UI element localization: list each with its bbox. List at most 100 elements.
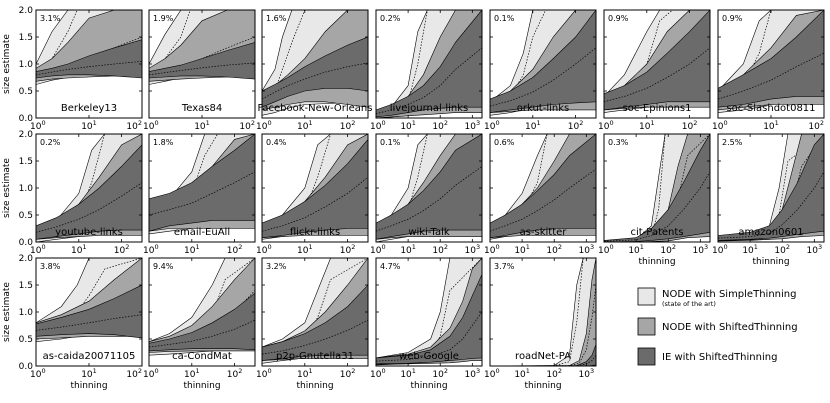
x-tick-label: 101 [184,243,200,256]
panel-percentage: 3.2% [266,262,287,271]
x-tick-label: 102 [227,367,243,380]
x-tick-label: 101 [400,367,416,380]
y-tick-label: 1.0 [19,184,34,194]
panel-roadnet-pa: 100 101 102 103 thinning 3.7% roadNet-PA [484,257,597,391]
x-tick-label: 102 [660,243,676,256]
panel-percentage: 0.1% [380,138,401,147]
band-ie [718,134,824,241]
plot-area [376,134,482,242]
x-axis-title: thinning [638,257,675,267]
panel-flickr-links: 100 101 102 0.4% flickr-links [256,133,369,256]
x-tick-label: 102 [239,119,255,132]
y-tick-label: 1.5 [19,157,33,167]
median-line-simple [376,258,482,363]
x-tick-label: 100 [712,119,728,132]
x-tick-label: 102 [808,119,824,132]
x-tick-label: 102 [114,243,130,256]
band-ie [490,10,596,113]
plot-area [490,258,596,366]
panel-title: amazon0601 [738,227,803,238]
legend-item-node-with-shiftedthinning: NODE with ShiftedThinning [637,317,798,336]
median-line-shifted [36,36,142,76]
y-tick-label: 1.0 [19,308,34,318]
x-tick-label: 103 [465,119,481,132]
panel-web-google: 100 101 102 103 thinning 4.7% web-Google [370,257,483,391]
band-ie [36,39,142,79]
median-line-shifted [718,134,824,240]
x-tick-label: 102 [126,119,142,132]
x-tick-label: 101 [194,119,210,132]
panel-title: cit-Patents [630,227,683,238]
plot-area [36,10,142,118]
plot-area [604,134,710,242]
panel-title: Texas84 [181,103,222,114]
x-axis-title: thinning [183,381,220,391]
median-line-simple [490,258,596,366]
median-line-ie [376,166,482,232]
y-tick-label: 1.5 [19,33,33,43]
band-ie [376,274,482,365]
x-tick-label: 102 [682,119,698,132]
plot-area [149,134,255,242]
panel-percentage: 4.7% [380,262,401,271]
x-tick-label: 101 [742,243,758,256]
x-tick-label: 100 [484,119,500,132]
panel-cit-patents: 100 101 102 103 thinning 0.3% cit-Patents [598,133,711,267]
panel-percentage: 0.6% [494,138,515,147]
y-axis-title: size estimate [2,282,12,342]
y-tick-label: 0.5 [19,87,33,97]
band-ie [149,42,255,80]
band-ie [262,138,368,239]
panel-title: livejournal-links [390,103,469,114]
plot-area [149,258,255,366]
x-tick-label: 102 [126,367,142,380]
band-ie [376,10,482,118]
band-ie [718,10,824,108]
band-ie [604,10,710,111]
plot-area [36,258,142,366]
plot-area [262,10,368,118]
panel-percentage: 0.2% [380,14,401,23]
median-line-ie [36,60,142,76]
x-tick-label: 100 [484,243,500,256]
x-tick-label: 103 [693,243,709,256]
legend-swatch [637,287,656,306]
panels: 0.0 0.5 1.0 1.5 2.0 100 101 102 3.1% Berkeley13 10… [2,6,825,391]
panel-percentage: 3.8% [40,262,61,271]
panel-p2p-gnutella31: 100 101 102 thinning 3.2% p2p-Gnutella31 [256,257,369,391]
y-tick-label: 2.0 [19,130,34,140]
median-line-shifted [149,36,255,76]
band-ie [490,344,596,366]
x-axis-title: thinning [752,257,789,267]
x-tick-label: 100 [598,243,614,256]
x-tick-label: 100 [256,367,272,380]
panel-title: flickr-links [290,227,340,238]
plot-area [36,134,142,242]
x-axis-title: thinning [410,381,447,391]
x-tick-label: 101 [514,367,530,380]
y-axis-title: size estimate [2,34,12,94]
y-tick-label: 0.0 [19,114,34,124]
panel-title: email-EuAll [174,227,230,238]
band-ie [262,284,368,361]
y-tick-label: 0.5 [19,211,33,221]
panel-wiki-talk: 100 101 102 103 0.1% wiki-Talk [370,133,483,256]
plot-area [490,10,596,118]
x-tick-label: 101 [400,119,416,132]
median-line-simple [718,134,824,240]
panel-percentage: 0.1% [494,14,515,23]
x-axis-title: thinning [296,381,333,391]
x-tick-label: 101 [525,119,541,132]
band-ie [490,134,596,239]
band-ie [376,134,482,240]
median-line-ie [149,62,255,76]
plot-area [490,134,596,242]
x-tick-label: 101 [297,119,313,132]
x-tick-label: 102 [546,367,562,380]
panel-percentage: 0.2% [40,138,61,147]
plot-area [718,134,824,242]
panel-title: Berkeley13 [61,103,117,114]
